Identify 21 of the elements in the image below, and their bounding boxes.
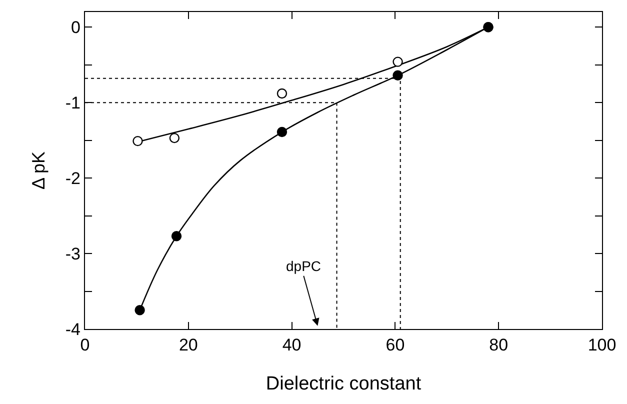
x-tick-label: 80 xyxy=(489,336,508,354)
x-tick-label: 100 xyxy=(588,336,616,354)
point xyxy=(392,70,403,80)
y-tick-label: 0 xyxy=(71,18,80,38)
point xyxy=(169,132,180,144)
x-axis-title: Dielectric constant xyxy=(266,373,422,394)
point xyxy=(132,136,143,146)
x-tick-label: 60 xyxy=(386,336,405,354)
point xyxy=(171,231,182,242)
point xyxy=(392,56,403,67)
y-tick-label: -2 xyxy=(65,169,80,188)
point xyxy=(276,126,288,138)
y-tick-label: -3 xyxy=(65,244,80,264)
point xyxy=(276,88,288,99)
x-tick-label: 40 xyxy=(282,336,302,354)
y-axis-title: Δ pK xyxy=(28,151,49,190)
annotation: dpPC xyxy=(286,258,322,274)
x-tick-label: 20 xyxy=(178,336,198,354)
point xyxy=(134,305,145,316)
y-tick-label: -1 xyxy=(65,94,80,113)
y-tick-label: -4 xyxy=(65,320,80,339)
